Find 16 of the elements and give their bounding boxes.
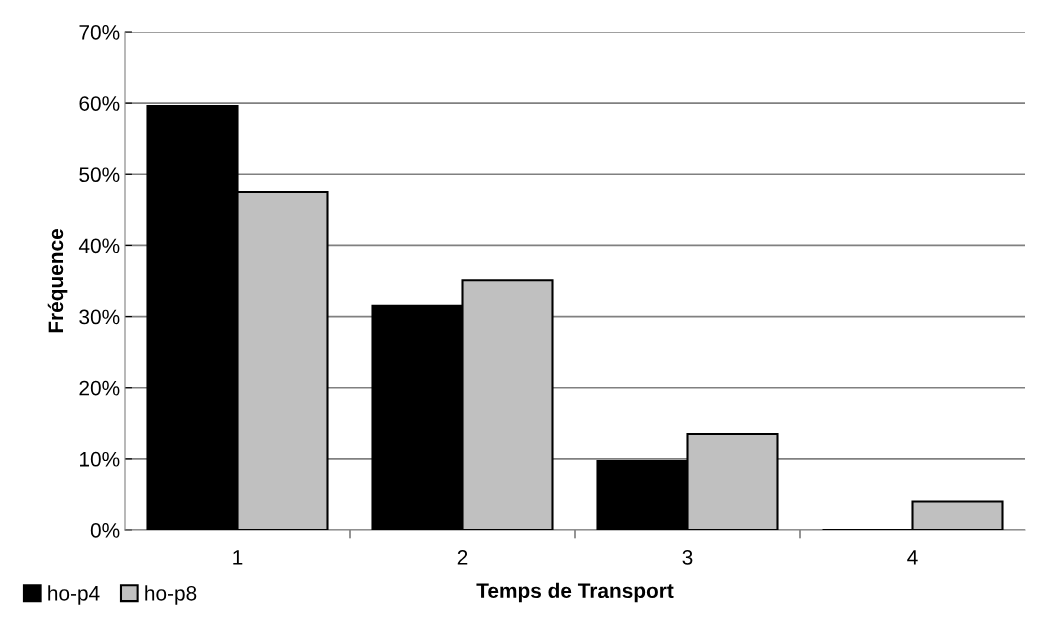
x-tick-label: 1 — [233, 550, 243, 565]
legend-label: ho-p8 — [145, 585, 197, 605]
y-tick-label: 10% — [80, 451, 120, 467]
y-tick-label: 70% — [79, 25, 120, 40]
y-tick-label: 60% — [79, 96, 120, 111]
legend-label: ho-p4 — [48, 585, 100, 605]
x-tick-label: 3 — [682, 549, 693, 565]
y-tick-label: 20% — [79, 380, 120, 396]
x-tick-label: 4 — [907, 550, 918, 565]
y-tick-label: 40% — [78, 238, 120, 254]
y-tick-label: 30% — [79, 309, 120, 325]
y-axis-title: Fréquence — [47, 229, 68, 333]
x-tick-label: 2 — [457, 549, 468, 565]
x-axis-title: Temps de Transport — [476, 582, 674, 603]
y-tick-label: 50% — [79, 167, 120, 183]
y-tick-label: 0% — [90, 523, 120, 538]
